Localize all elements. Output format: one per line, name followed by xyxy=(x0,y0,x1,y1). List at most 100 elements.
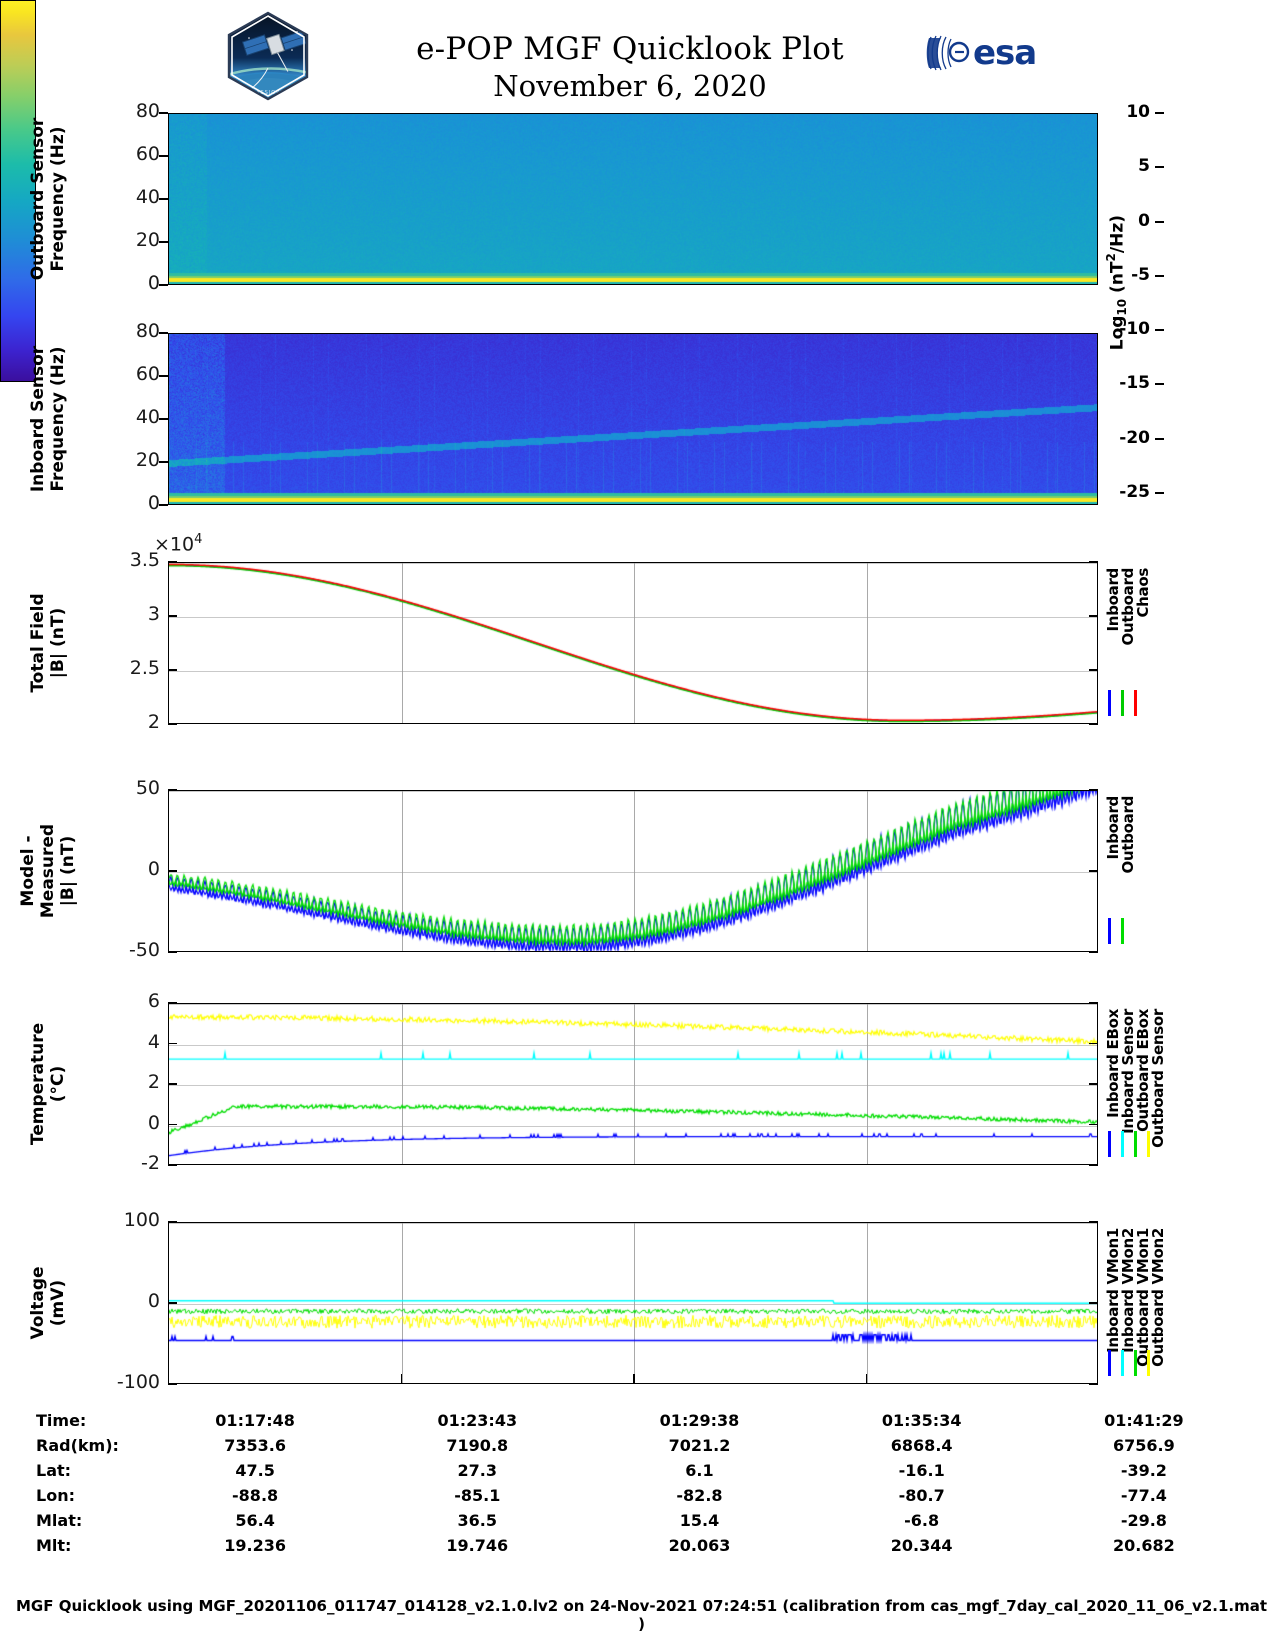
table-row-label: Mlt: xyxy=(36,1536,72,1555)
table-cell-value: 6868.4 xyxy=(890,1436,953,1455)
legend-swatches xyxy=(1108,1350,1150,1376)
table-row: Lat: 47.5 27.3 6.1 -16.1 -39.2 xyxy=(20,1458,1255,1483)
ytick-mark xyxy=(168,789,177,791)
colorbar-tick-label: -20 xyxy=(1119,427,1150,448)
ytick-mark xyxy=(1089,1002,1098,1004)
axis-label-model-minus-measured: Model - Measured |B| (nT) xyxy=(18,823,78,919)
colorbar-tick-label: 0 xyxy=(1138,210,1150,231)
ytick-label: 0 xyxy=(147,272,160,294)
colorbar-title-sup: 2 xyxy=(1104,253,1118,262)
legend-swatch xyxy=(1108,1131,1111,1157)
ytick-mark xyxy=(159,504,168,506)
exponent-times: ×10 xyxy=(154,533,195,556)
table-row: Mlt: 19.236 19.746 20.063 20.344 20.682 xyxy=(20,1533,1255,1558)
ytick-mark xyxy=(1089,1221,1098,1223)
ytick-mark xyxy=(159,461,168,463)
table-cell-value: -29.8 xyxy=(1120,1511,1167,1530)
plot-area-inboard-spectrogram xyxy=(169,334,1097,504)
ytick-mark xyxy=(1089,1302,1098,1304)
table-row-label: Lat: xyxy=(36,1461,72,1480)
mission-patch-icon: CASSIOPE xyxy=(222,10,314,102)
ytick-label: 0 xyxy=(147,492,160,514)
ytick-label: 100 xyxy=(123,1209,160,1231)
table-cell-value: 20.682 xyxy=(1113,1536,1175,1555)
ytick-label: -50 xyxy=(128,939,160,961)
series-plot xyxy=(169,563,1097,723)
plot-area-voltage xyxy=(169,1223,1097,1383)
ytick-mark xyxy=(1089,789,1098,791)
colorbar-tick-mark xyxy=(1155,492,1164,494)
ytick-mark xyxy=(1089,1042,1098,1045)
ytick-mark xyxy=(1089,723,1098,725)
panel-model-minus-measured xyxy=(168,790,1098,952)
series-plot xyxy=(169,791,1097,951)
axis-label-outboard-spectrogram: Outboard Sensor Frequency (Hz) xyxy=(28,117,68,281)
table-cell-value: 7021.2 xyxy=(668,1436,731,1455)
title-block: e-POP MGF Quicklook Plot November 6, 202… xyxy=(330,30,930,104)
legend-label: Outboard VMon2 xyxy=(1149,1228,1167,1367)
panel-outboard-spectrogram xyxy=(168,113,1098,285)
table-cell-value: -85.1 xyxy=(454,1486,501,1505)
legend-label: Outboard Sensor xyxy=(1149,1009,1167,1148)
ytick-mark xyxy=(168,1302,177,1304)
ytick-mark xyxy=(1089,561,1098,563)
ytick-mark xyxy=(159,375,168,377)
colorbar-tick-label: 5 xyxy=(1138,156,1150,177)
colorbar-tick-label: -10 xyxy=(1119,319,1150,340)
table-row-label: Rad(km): xyxy=(36,1436,119,1455)
table-row: Lon: -88.8 -85.1 -82.8 -80.7 -77.4 xyxy=(20,1483,1255,1508)
panel-total-field xyxy=(168,562,1098,724)
ytick-label: 60 xyxy=(135,363,160,385)
series-plot xyxy=(169,1004,1097,1164)
ytick-label: 3 xyxy=(147,603,160,625)
ytick-mark xyxy=(1089,669,1098,671)
plot-area-outboard-spectrogram xyxy=(169,114,1097,284)
ytick-mark xyxy=(159,112,168,114)
colorbar-tick-mark xyxy=(1155,383,1164,386)
table-row: Time: 01:17:48 01:23:43 01:29:38 01:35:34 01:… xyxy=(20,1408,1255,1433)
ytick-mark xyxy=(159,198,168,200)
ytick-mark xyxy=(168,1002,177,1004)
table-cell-value: 15.4 xyxy=(679,1511,720,1530)
axis-label-temperature: Temperature (°C) xyxy=(28,1022,68,1146)
svg-text:esa: esa xyxy=(973,33,1036,73)
ytick-mark xyxy=(159,332,168,334)
table-row: Rad(km): 7353.6 7190.8 7021.2 6868.4 6756.9 xyxy=(20,1433,1255,1458)
ytick-mark xyxy=(1089,1083,1098,1085)
table-cell-value: -80.7 xyxy=(898,1486,945,1505)
legend-swatch xyxy=(1134,1131,1137,1157)
colorbar-tick-mark xyxy=(1155,220,1164,223)
ytick-label: 40 xyxy=(135,186,160,208)
colorbar-tick-label: -25 xyxy=(1119,482,1150,502)
ytick-mark xyxy=(159,155,168,157)
page-subtitle: November 6, 2020 xyxy=(493,69,767,103)
ytick-label: 0 xyxy=(147,1111,160,1134)
colorbar-tick-mark xyxy=(1155,329,1164,332)
table-cell-value: 7353.6 xyxy=(224,1436,286,1455)
ytick-label: 80 xyxy=(135,320,160,342)
page-title: e-POP MGF Quicklook Plot xyxy=(416,31,844,67)
ytick-label: 6 xyxy=(147,990,160,1012)
table-cell-value: 19.236 xyxy=(224,1536,286,1555)
table-cell-value: 27.3 xyxy=(457,1461,498,1480)
legend-swatch xyxy=(1147,1131,1150,1157)
legend-swatch xyxy=(1108,1350,1111,1376)
ytick-label: 50 xyxy=(135,777,160,799)
ytick-label: -100 xyxy=(116,1371,160,1393)
ytick-label: 2 xyxy=(147,711,160,733)
ytick-label: 2.5 xyxy=(129,657,160,679)
table-cell-value: 01:41:29 xyxy=(1104,1411,1184,1430)
axis-label-total-field: Total Field |B| (nT) xyxy=(28,593,68,693)
ytick-label: 0 xyxy=(147,1290,160,1312)
axis-label-inboard-spectrogram: Inboard Sensor Frequency (Hz) xyxy=(28,345,68,493)
legend-swatch xyxy=(1121,690,1124,716)
series-plot xyxy=(169,1223,1097,1383)
legend-voltage: Inboard VMon1 Inboard VMon2 Outboard VMon1… xyxy=(1104,1228,1167,1367)
table-cell-value: 01:35:34 xyxy=(881,1411,962,1430)
table-cell-value: 47.5 xyxy=(235,1461,275,1480)
ytick-mark xyxy=(168,615,177,617)
colorbar-tick-mark xyxy=(1155,112,1164,114)
spectrogram-image xyxy=(169,334,1097,504)
ytick-mark xyxy=(168,870,177,872)
legend-swatch xyxy=(1134,690,1137,716)
